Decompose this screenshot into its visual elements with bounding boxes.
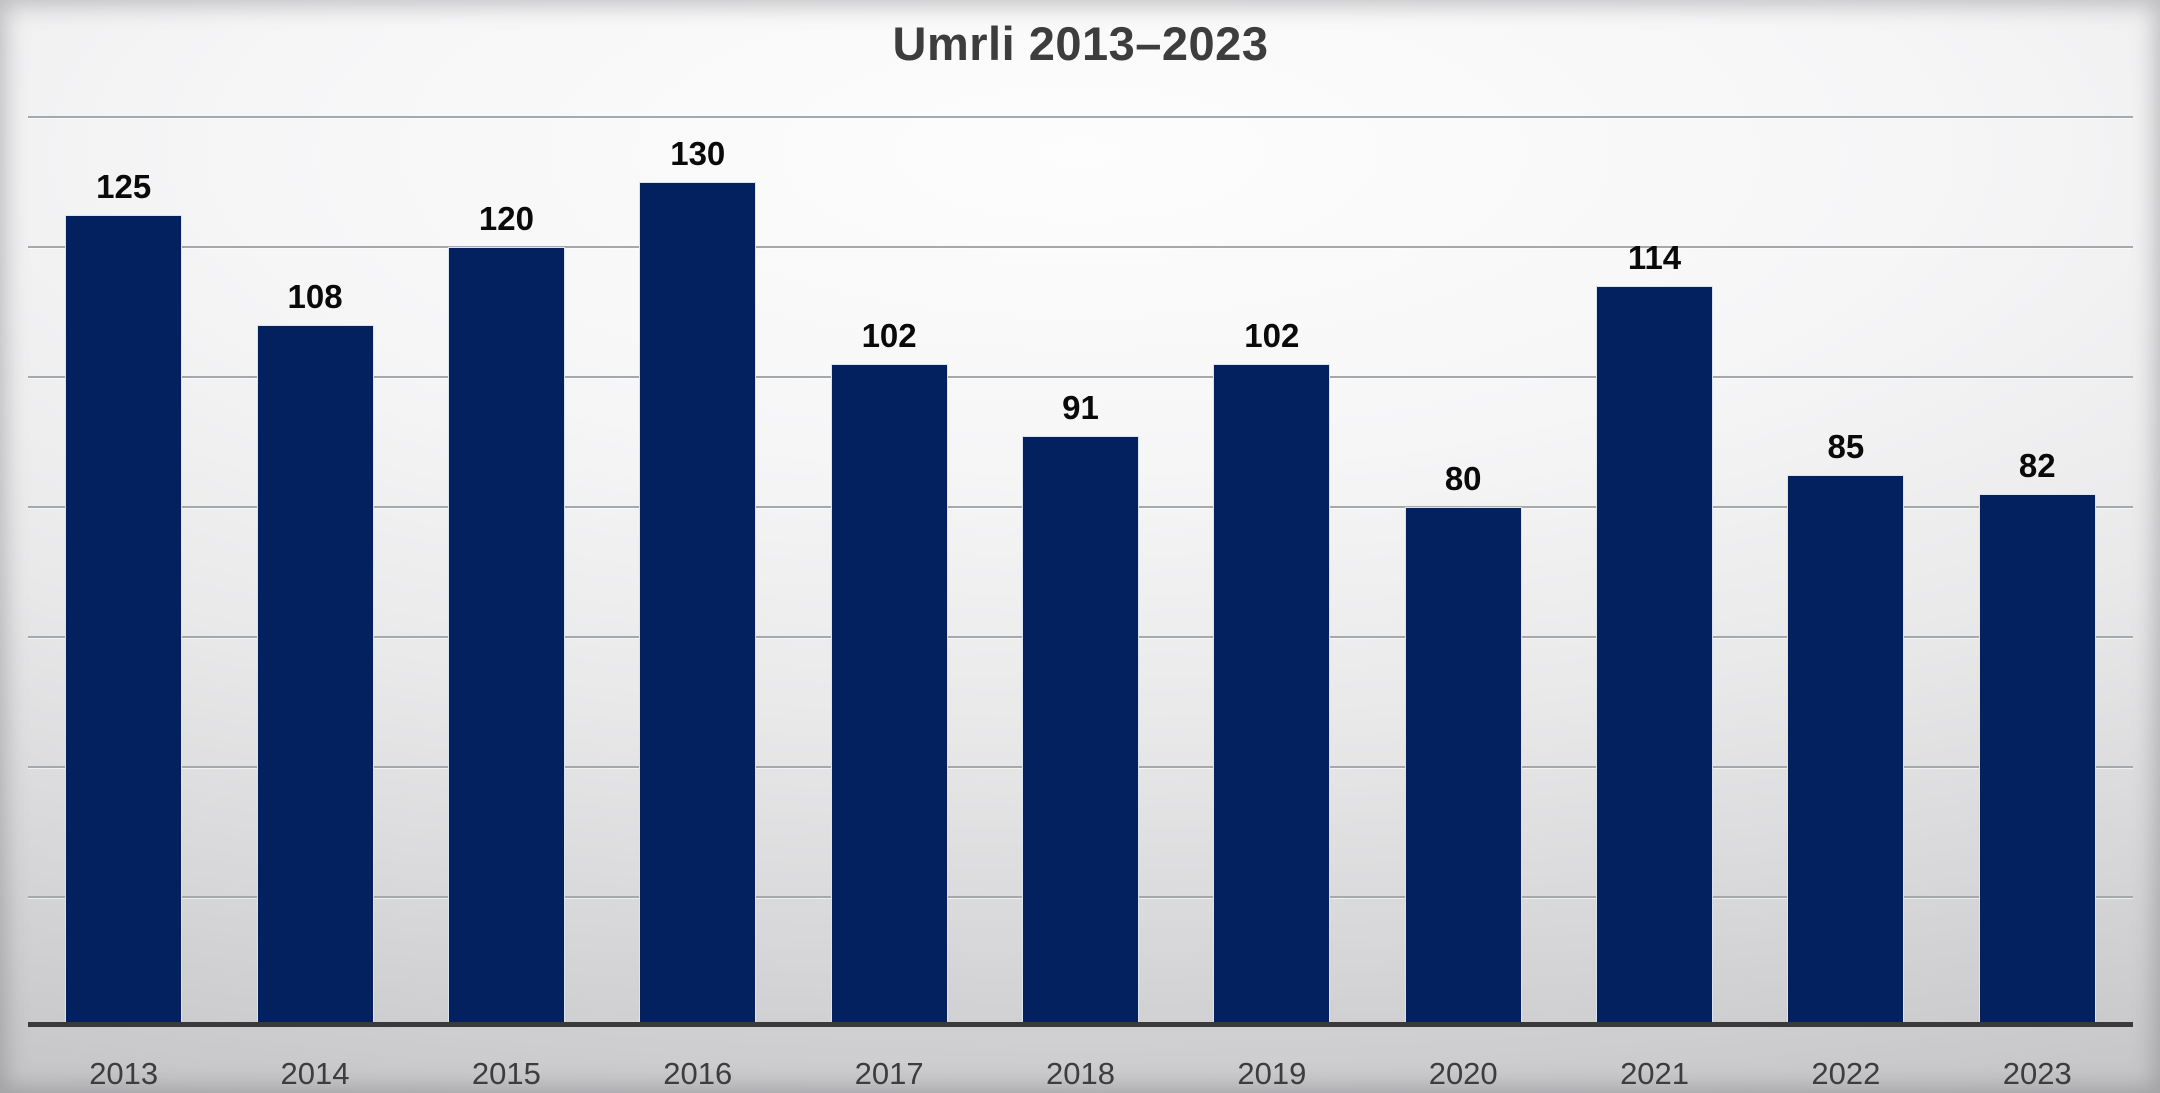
bar-value-label: 91 bbox=[1062, 388, 1099, 426]
bar-value-label: 120 bbox=[478, 200, 534, 238]
bar-value-label: 85 bbox=[1827, 427, 1865, 465]
bar-value-label: 130 bbox=[670, 135, 726, 173]
x-axis-label: 2014 bbox=[280, 1056, 350, 1091]
gridline-100 bbox=[28, 376, 2133, 379]
x-axis-label: 2015 bbox=[471, 1056, 541, 1091]
x-axis-label: 2023 bbox=[2002, 1056, 2072, 1091]
bar-value-label: 102 bbox=[1244, 317, 1300, 355]
x-axis-label: 2019 bbox=[1237, 1056, 1307, 1091]
chart-title: Umrli 2013–2023 bbox=[892, 17, 1269, 70]
bar-value-label: 102 bbox=[861, 317, 917, 355]
bar-group-2013: 125 2013 bbox=[28, 85, 219, 1089]
bar bbox=[830, 364, 948, 1027]
bar-group-2016: 130 2016 bbox=[602, 85, 793, 1089]
bar-value-label: 125 bbox=[96, 167, 152, 205]
bar bbox=[639, 182, 757, 1027]
bar bbox=[1404, 507, 1522, 1027]
bar bbox=[447, 247, 565, 1027]
bar-value-label: 108 bbox=[287, 278, 343, 316]
bar bbox=[1021, 435, 1139, 1027]
gridline-140 bbox=[28, 116, 2133, 119]
x-axis-label: 2020 bbox=[1428, 1056, 1498, 1091]
x-axis-label: 2017 bbox=[854, 1056, 924, 1091]
x-axis-label: 2022 bbox=[1811, 1056, 1881, 1091]
x-axis-label: 2018 bbox=[1045, 1056, 1115, 1091]
bar bbox=[1978, 494, 2096, 1027]
gridline-120 bbox=[28, 246, 2133, 249]
bar-group-2023: 82 2023 bbox=[1942, 85, 2133, 1089]
x-axis-label: 2016 bbox=[663, 1056, 733, 1091]
bar-group-2014: 108 2014 bbox=[219, 85, 410, 1089]
bar bbox=[1596, 286, 1714, 1027]
bar-value-label: 114 bbox=[1627, 239, 1682, 277]
plot-area: 125 2013 108 2014 120 2015 130 2016 102 2017 91 201… bbox=[28, 85, 2133, 1089]
bar bbox=[65, 214, 183, 1027]
bars-row: 125 2013 108 2014 120 2015 130 2016 102 2017 91 201… bbox=[28, 85, 2133, 1089]
bar bbox=[256, 325, 374, 1027]
x-axis-label: 2021 bbox=[1620, 1056, 1690, 1091]
bar-group-2021: 114 2021 bbox=[1559, 85, 1750, 1089]
bar-group-2022: 85 2022 bbox=[1750, 85, 1941, 1089]
x-axis-line bbox=[28, 1022, 2133, 1027]
bar bbox=[1213, 364, 1331, 1027]
bar-group-2018: 91 2018 bbox=[985, 85, 1176, 1089]
bar-value-label: 80 bbox=[1444, 460, 1482, 498]
bar-value-label: 82 bbox=[2018, 447, 2056, 485]
bar-group-2019: 102 2019 bbox=[1176, 85, 1367, 1089]
bar-group-2020: 80 2020 bbox=[1368, 85, 1559, 1089]
x-axis-label: 2013 bbox=[89, 1056, 159, 1091]
bar-group-2015: 120 2015 bbox=[411, 85, 602, 1089]
bar bbox=[1787, 474, 1905, 1027]
bar-group-2017: 102 2017 bbox=[793, 85, 984, 1089]
